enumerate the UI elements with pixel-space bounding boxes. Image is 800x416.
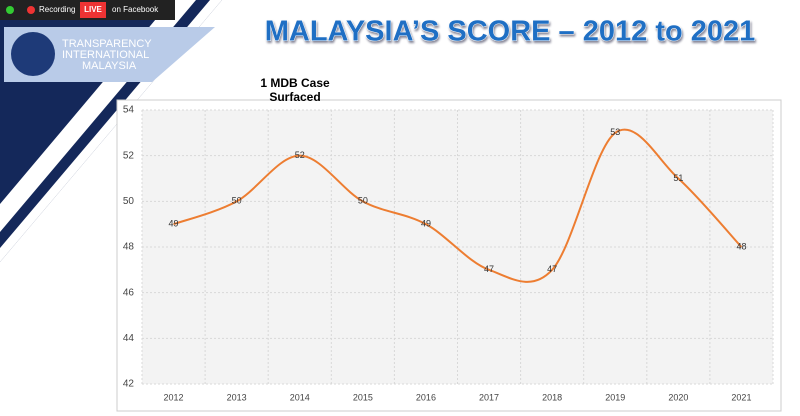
data-label: 50 [232,196,242,206]
x-tick-label: 2021 [731,392,751,402]
y-tick-label: 42 [123,379,135,390]
x-tick-label: 2014 [290,392,310,402]
data-label: 49 [421,219,431,229]
data-label: 51 [673,173,683,183]
logo-icon [11,32,55,76]
data-label: 53 [610,127,620,137]
data-label: 52 [295,150,305,160]
logo-text: MALAYSIA [82,60,137,72]
logo-box [4,27,215,82]
y-tick-label: 52 [123,150,135,161]
x-tick-label: 2016 [416,392,436,402]
data-label: 48 [736,241,746,251]
x-tick-label: 2017 [479,392,499,402]
data-label: 50 [358,196,368,206]
x-tick-label: 2019 [605,392,625,402]
data-label: 47 [547,264,557,274]
x-tick-label: 2020 [668,392,688,402]
x-tick-label: 2018 [542,392,562,402]
annotation: 1 MDB Case Surfaced [260,76,330,104]
live-label: LIVE [84,5,102,14]
chart-title: MALAYSIA’S SCORE – 2012 to 2021 [265,16,756,48]
x-tick-label: 2012 [164,392,184,402]
x-tick-label: 2015 [353,392,373,402]
x-tick-label: 2013 [227,392,247,402]
y-tick-label: 46 [123,287,135,298]
logo-text: TRANSPARENCY [62,38,152,50]
y-tick-label: 54 [123,105,135,116]
recording-label: Recording [39,5,75,14]
y-tick-label: 44 [123,333,135,344]
y-tick-label: 48 [123,242,135,253]
data-label: 49 [169,219,179,229]
live-badge [80,2,106,18]
data-label: 47 [484,264,494,274]
line [173,128,743,283]
logo-text: INTERNATIONAL [62,49,149,61]
shield-icon [6,6,14,14]
record-icon [27,6,35,14]
y-tick-label: 50 [123,196,135,207]
stream-label[interactable]: on Facebook [112,5,159,14]
